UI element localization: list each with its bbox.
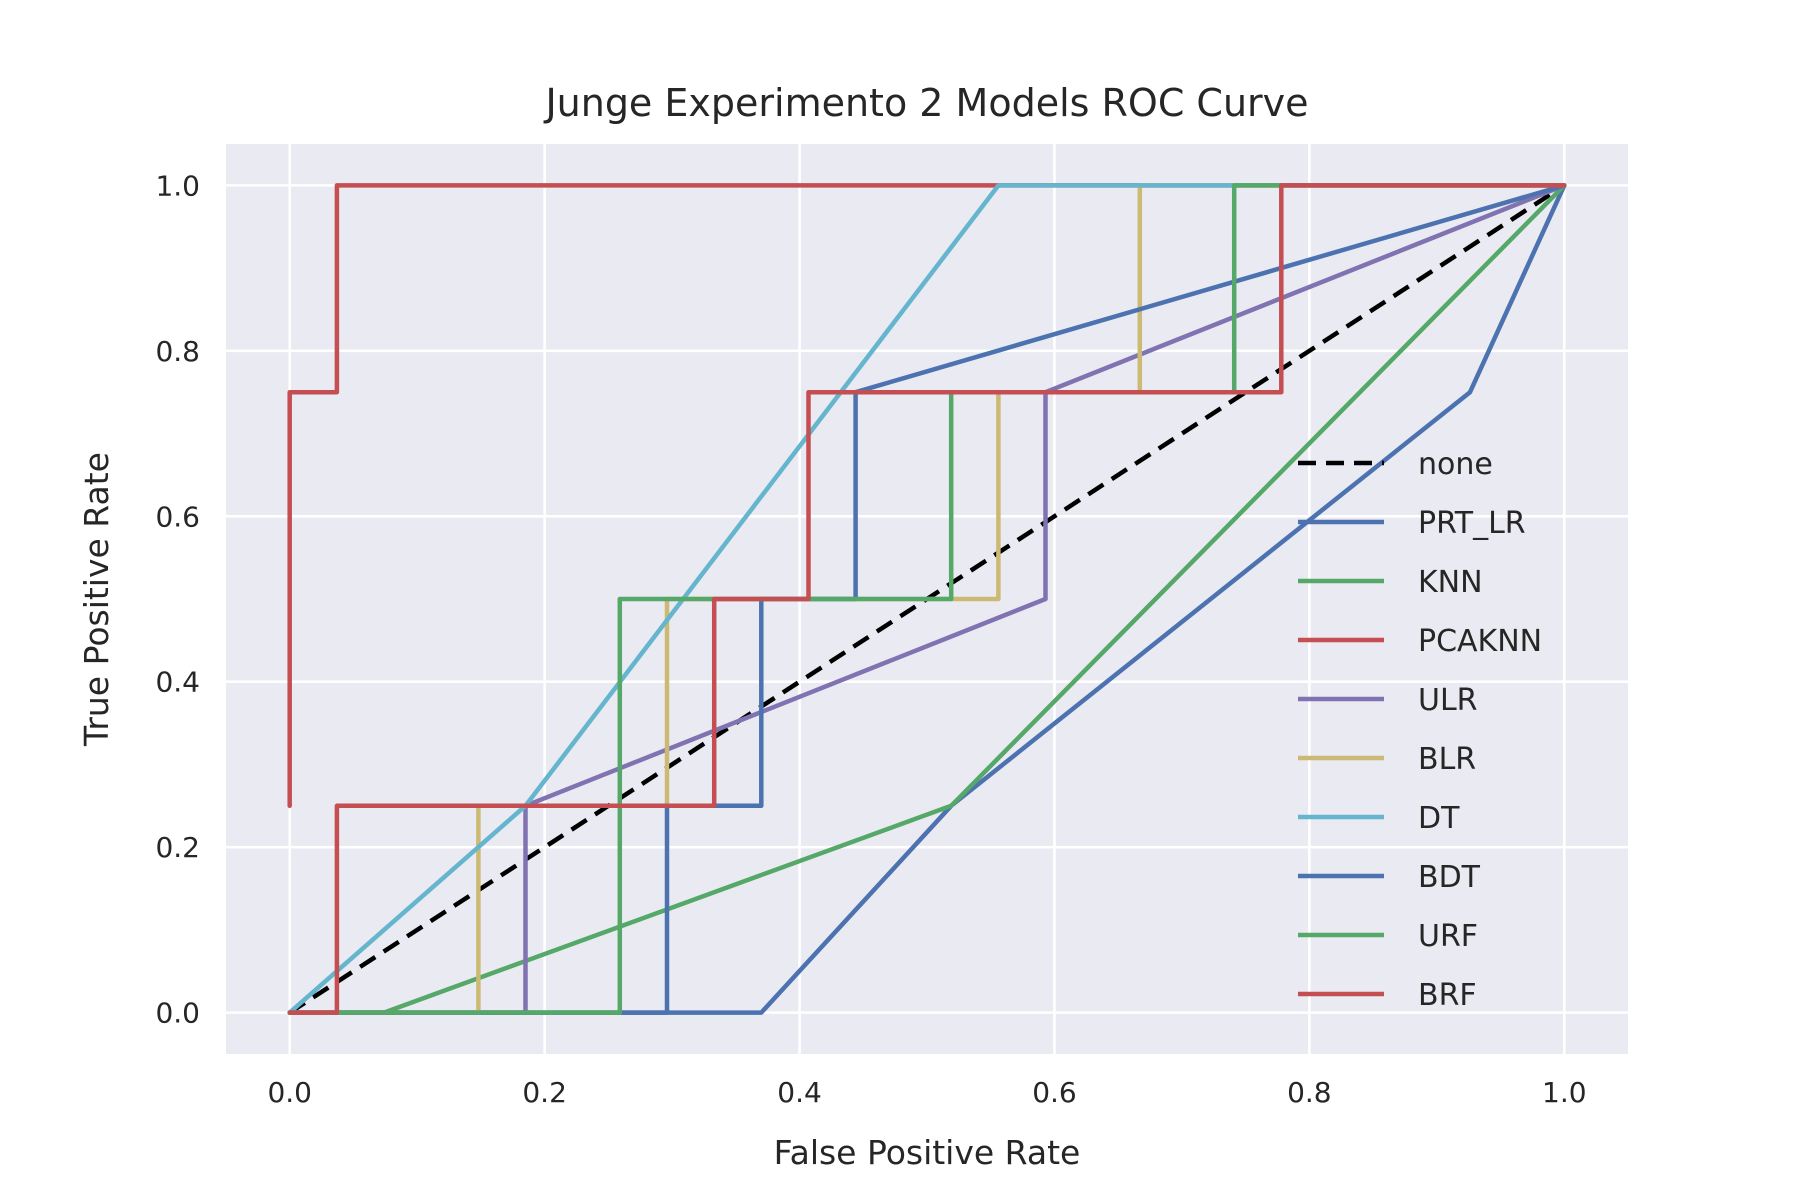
series-bdt xyxy=(287,183,1567,1015)
y-tick-label: 0.8 xyxy=(155,335,200,368)
legend-label: ULR xyxy=(1418,683,1478,718)
y-tick-label: 0.6 xyxy=(155,500,200,533)
series-pcaknn xyxy=(287,183,1567,809)
x-tick-label: 0.6 xyxy=(1032,1076,1077,1109)
legend-label: BLR xyxy=(1418,742,1476,777)
legend-label: URF xyxy=(1418,919,1478,954)
series-brf xyxy=(287,183,1567,1015)
y-tick-label: 0.2 xyxy=(155,831,200,864)
legend: none PRT_LR KNN PCAKNN ULR BLR DT BDT URF BRF xyxy=(1298,447,1542,1013)
y-tick-label: 0.4 xyxy=(155,666,200,699)
y-axis-title: True Positive Rate xyxy=(77,452,116,747)
legend-label: KNN xyxy=(1418,565,1483,600)
tick-labels: 0.0 0.2 0.4 0.6 0.8 1.0 0.0 0.2 0.4 0.6 0.8 1.0 xyxy=(155,169,1586,1109)
series-lines xyxy=(287,183,1567,1015)
x-tick-label: 0.8 xyxy=(1287,1076,1332,1109)
chart-title: Junge Experimento 2 Models ROC Curve xyxy=(543,81,1308,125)
x-tick-label: 0.2 xyxy=(522,1076,567,1109)
x-tick-label: 0.0 xyxy=(267,1076,312,1109)
legend-label: BRF xyxy=(1418,978,1477,1013)
legend-label: DT xyxy=(1418,801,1460,836)
legend-label: BDT xyxy=(1418,860,1481,895)
x-tick-label: 1.0 xyxy=(1542,1076,1587,1109)
x-tick-label: 0.4 xyxy=(777,1076,822,1109)
y-tick-label: 1.0 xyxy=(155,169,200,202)
series-urf xyxy=(287,183,1567,1015)
legend-label: none xyxy=(1418,447,1493,482)
legend-label: PCAKNN xyxy=(1418,624,1542,659)
y-tick-label: 0.0 xyxy=(155,997,200,1030)
legend-label: PRT_LR xyxy=(1418,506,1526,541)
x-axis-title: False Positive Rate xyxy=(774,1133,1081,1172)
